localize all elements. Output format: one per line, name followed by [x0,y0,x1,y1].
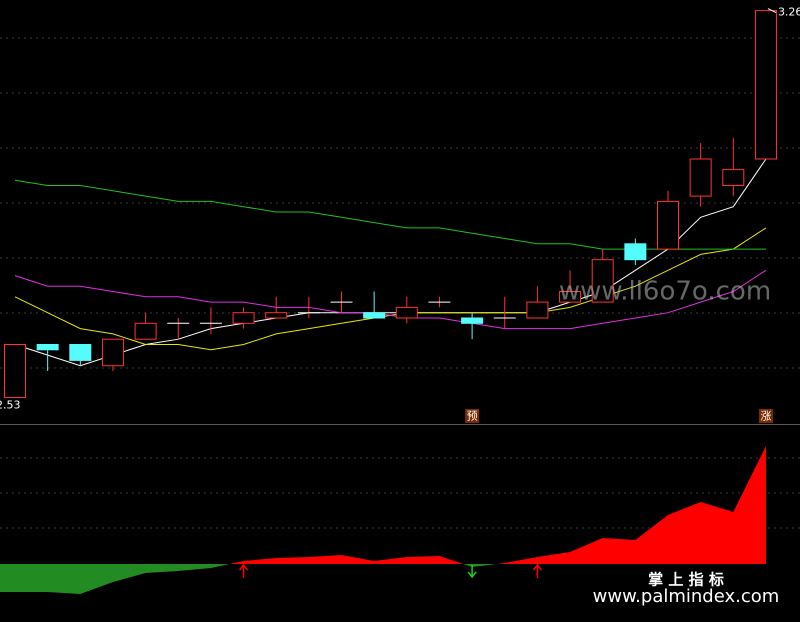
signal-box [465,409,480,423]
area-positive [0,446,766,564]
candle-body [657,200,679,250]
candle-body [722,169,745,187]
signal-label: 涨 [760,410,771,423]
ma-line [14,269,767,330]
candle-body [363,312,386,319]
candle-body [101,338,124,367]
signal-box [758,409,773,423]
candle-body [591,259,614,303]
signal-arrow [532,563,542,578]
area-negative [0,564,766,594]
brand-url: www.palmindex.com [593,586,780,607]
candle-body [559,291,582,303]
candle-body [624,243,647,261]
ma-line [14,179,766,250]
brand: 掌 上 指 标 [648,571,724,589]
high-pointer [767,8,777,14]
candle-body [36,344,59,351]
watermark: www.ll6o7o.com [559,277,771,307]
low-label: 2.53 [0,399,21,412]
candle-body [265,312,288,319]
candle-body [395,306,418,319]
candle-body [689,158,712,197]
ma-line [14,158,767,367]
candle-body [232,312,255,324]
candle-body [4,344,26,398]
candle-body [461,317,484,324]
signal-arrow [467,565,477,579]
signal-label: 预 [467,410,478,423]
candle-body [69,344,92,361]
candle-body [134,322,157,340]
candle-body [754,10,777,160]
candle-body [526,301,549,319]
signal-arrow [238,563,249,578]
high-label: 3.26 [778,6,800,19]
